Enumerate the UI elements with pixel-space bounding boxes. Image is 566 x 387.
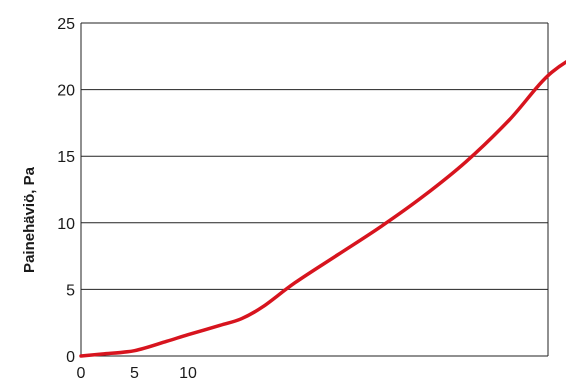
tick-labels: 0 5 10 15 20 25 0 5 10 [57, 16, 197, 382]
x-tick-label-10: 10 [179, 365, 197, 382]
series-layer [79, 60, 566, 358]
gridlines [81, 22, 548, 290]
y-tick-label-20: 20 [57, 83, 75, 100]
y-tick-label-10: 10 [57, 216, 75, 233]
y-tick-label-5: 5 [66, 282, 75, 299]
x-tick-label-5: 5 [130, 365, 139, 382]
y-tick-label-0: 0 [66, 349, 75, 366]
x-tick-label-0: 0 [77, 365, 86, 382]
y-tick-label-25: 25 [57, 16, 75, 33]
y-axis-title: Painehäviö, Pa [21, 166, 38, 273]
series-line-0 [79, 60, 566, 358]
axes [80, 23, 549, 357]
y-tick-label-15: 15 [57, 149, 75, 166]
